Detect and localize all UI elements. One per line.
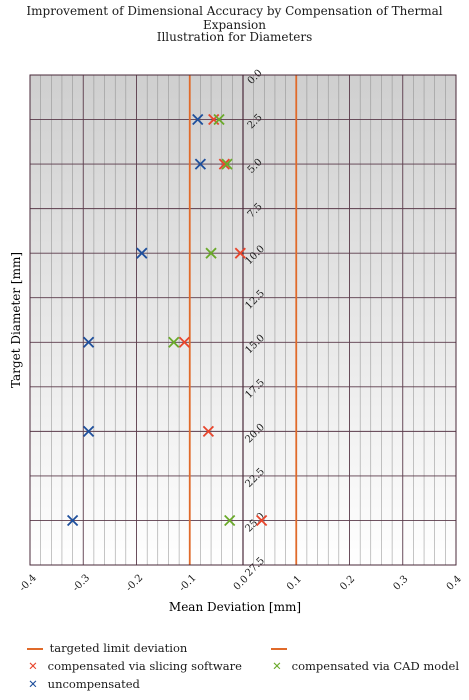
data-point-series-1 — [224, 514, 236, 527]
data-point-series-2 — [82, 425, 95, 438]
data-points — [66, 113, 268, 527]
grid — [29, 74, 457, 566]
x-tick-label: 0.3 — [391, 574, 410, 593]
x-tick-label: 0.2 — [338, 574, 357, 593]
legend-label-uncompensated: uncompensated — [47, 677, 140, 691]
legend-label-slicing: compensated via slicing software — [47, 659, 242, 673]
legend-item-cad: ✕ compensated via CAD model — [266, 659, 459, 673]
x-tick-label: -0.2 — [124, 573, 145, 594]
x-tick-label: -0.4 — [18, 573, 39, 594]
x-marker-icon: ✕ — [28, 677, 38, 691]
data-point-series-2 — [66, 514, 79, 527]
legend-label-cad: compensated via CAD model — [291, 659, 460, 673]
legend-label-limit: targeted limit deviation — [49, 641, 188, 655]
x-marker-icon: ✕ — [272, 659, 282, 673]
y-axis-label: Target Diameter [mm] — [9, 252, 23, 388]
x-axis-label: Mean Deviation [mm] — [169, 600, 301, 614]
data-point-series-0 — [234, 247, 246, 259]
x-tick-label: -0.1 — [177, 573, 198, 594]
legend-item-limit: targeted limit deviation — [24, 641, 187, 655]
chart-title: Improvement of Dimensional Accuracy by C… — [26, 4, 443, 32]
data-point-series-0 — [208, 113, 220, 126]
x-tick-label: 0.4 — [445, 574, 464, 593]
data-point-series-0 — [256, 514, 268, 527]
data-point-series-0 — [178, 336, 191, 348]
data-point-series-1 — [205, 247, 217, 259]
x-tick-label: 0.1 — [285, 574, 304, 593]
legend-item-uncompensated: ✕ uncompensated — [22, 677, 140, 691]
x-tick-label: -0.3 — [71, 573, 92, 594]
data-point-series-1 — [168, 336, 180, 348]
x-marker-icon: ✕ — [28, 659, 38, 673]
data-point-series-2 — [192, 113, 204, 126]
data-point-series-2 — [194, 158, 207, 170]
data-point-series-0 — [218, 158, 230, 170]
limit-line-swatch — [27, 648, 43, 650]
data-point-series-0 — [202, 425, 215, 438]
data-point-series-1 — [221, 158, 233, 170]
legend-item-limit-2 — [268, 641, 290, 655]
chart-subtitle: Illustration for Diameters — [156, 30, 313, 44]
data-point-series-2 — [82, 336, 95, 348]
legend-item-slicing: ✕ compensated via slicing software — [22, 659, 242, 673]
limit-line-swatch-2 — [271, 648, 287, 650]
data-point-series-2 — [136, 247, 148, 259]
limit-lines — [188, 75, 298, 565]
plot-border — [29, 74, 457, 566]
data-point-series-1 — [213, 113, 225, 126]
